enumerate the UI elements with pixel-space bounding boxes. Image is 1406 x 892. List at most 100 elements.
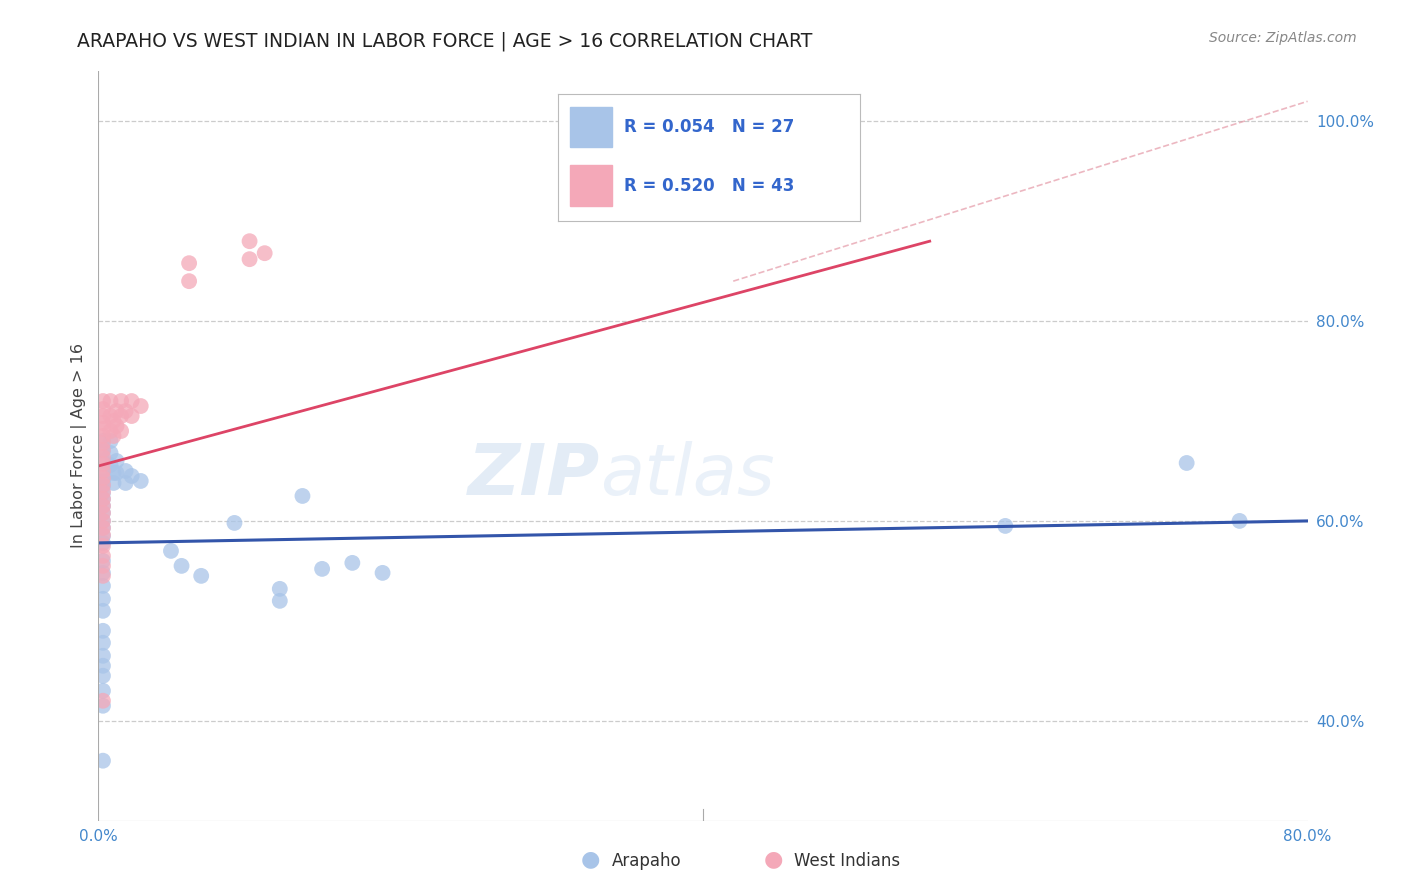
Point [91,464,114,478]
Point [91,683,114,698]
Point [91,402,114,417]
Point [269,594,291,608]
Point [100,394,122,409]
Point [110,394,132,409]
Point [105,454,128,468]
Point [91,444,114,458]
Point [91,528,114,542]
Text: ZIP: ZIP [468,442,600,510]
Point [129,474,152,488]
Point [91,694,114,708]
Point [91,454,114,468]
Point [114,464,136,478]
Point [91,474,114,488]
Point [91,636,114,650]
Point [100,434,122,448]
Text: ●: ● [581,850,600,870]
Point [100,424,122,438]
Point [91,429,114,443]
Point [91,486,114,500]
Point [91,514,114,528]
Point [103,429,125,443]
Point [91,464,114,478]
Point [91,416,114,430]
Point [91,569,114,583]
Point [91,648,114,663]
Point [91,471,114,485]
Text: ARAPAHO VS WEST INDIAN IN LABOR FORCE | AGE > 16 CORRELATION CHART: ARAPAHO VS WEST INDIAN IN LABOR FORCE | … [77,31,813,51]
Point [91,566,114,580]
Point [91,754,114,768]
Point [121,469,143,483]
Point [239,234,262,248]
Point [121,409,143,423]
Point [91,434,114,448]
Point [91,579,114,593]
Point [103,414,125,428]
Point [91,521,114,535]
Point [100,446,122,460]
Point [91,450,114,464]
Point [371,566,394,580]
Point [91,479,114,493]
Point [91,442,114,457]
Point [114,404,136,418]
Text: Source: ZipAtlas.com: Source: ZipAtlas.com [1209,31,1357,45]
Point [121,394,143,409]
Point [91,554,114,568]
Point [291,489,314,503]
Point [91,624,114,638]
Point [91,491,114,506]
Point [190,569,212,583]
Point [91,506,114,520]
Point [1175,456,1198,470]
Point [100,409,122,423]
Point [110,424,132,438]
Point [91,499,114,513]
Point [91,539,114,553]
Point [91,536,114,550]
Point [91,422,114,436]
Text: West Indians: West Indians [794,852,900,870]
Text: atlas: atlas [600,442,775,510]
Point [114,475,136,490]
Y-axis label: In Labor Force | Age > 16: In Labor Force | Age > 16 [72,343,87,549]
Point [100,458,122,472]
Point [239,252,262,267]
Point [91,529,114,543]
Point [91,478,114,492]
Point [1229,514,1251,528]
Point [160,544,183,558]
Point [91,514,114,528]
Point [91,499,114,513]
Point [91,604,114,618]
Point [105,419,128,434]
Point [110,409,132,423]
Point [91,591,114,606]
Text: ●: ● [763,850,783,870]
Point [91,669,114,683]
Point [179,274,201,288]
Point [91,409,114,423]
Point [91,457,114,471]
Text: Arapaho: Arapaho [612,852,682,870]
Point [91,485,114,500]
Point [91,394,114,409]
Point [91,698,114,713]
Point [129,399,152,413]
Point [224,516,246,530]
Point [170,558,193,573]
Point [91,436,114,450]
Point [105,404,128,418]
Point [311,562,333,576]
Point [91,549,114,563]
Point [994,519,1017,533]
Point [269,582,291,596]
Point [103,466,125,480]
Point [105,466,128,480]
Point [91,491,114,506]
Point [91,506,114,520]
Point [179,256,201,270]
Point [103,475,125,490]
Point [91,658,114,673]
